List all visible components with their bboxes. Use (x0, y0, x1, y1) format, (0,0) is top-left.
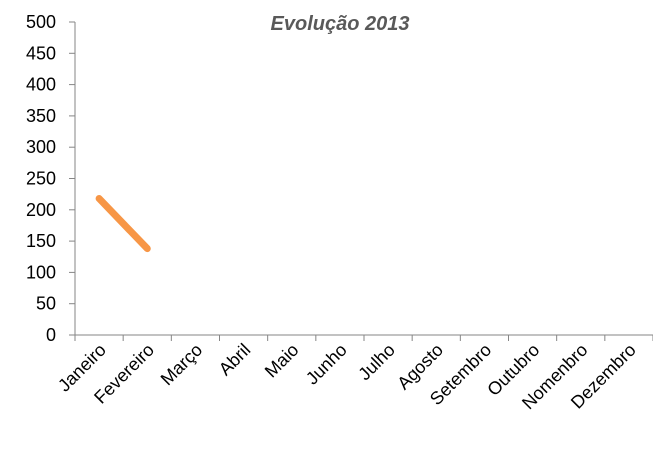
x-tick-label: Maio (261, 340, 303, 382)
y-tick-label: 350 (26, 106, 56, 126)
y-axis-labels: 0 50 100 150 200 250 300 350 400 450 500 (26, 12, 56, 345)
x-tick-label: Abril (215, 340, 255, 380)
y-tick-label: 100 (26, 262, 56, 282)
y-tick-label: 50 (36, 294, 56, 314)
chart-title: Evolução 2013 (271, 13, 410, 35)
y-tick-label: 250 (26, 169, 56, 189)
y-tick-label: 400 (26, 75, 56, 95)
series-line (95, 195, 151, 253)
series-layer (95, 195, 151, 253)
y-tick-label: 300 (26, 137, 56, 157)
x-tick-label: Junho (302, 340, 351, 389)
y-tick-label: 0 (46, 325, 56, 345)
y-tick-label: 500 (26, 12, 56, 32)
chart-axes (69, 21, 653, 341)
y-tick-label: 200 (26, 200, 56, 220)
x-tick-label: Julho (354, 340, 399, 385)
y-tick-label: 150 (26, 231, 56, 251)
y-tick-label: 450 (26, 43, 56, 63)
x-tick-label: Março (157, 340, 207, 390)
